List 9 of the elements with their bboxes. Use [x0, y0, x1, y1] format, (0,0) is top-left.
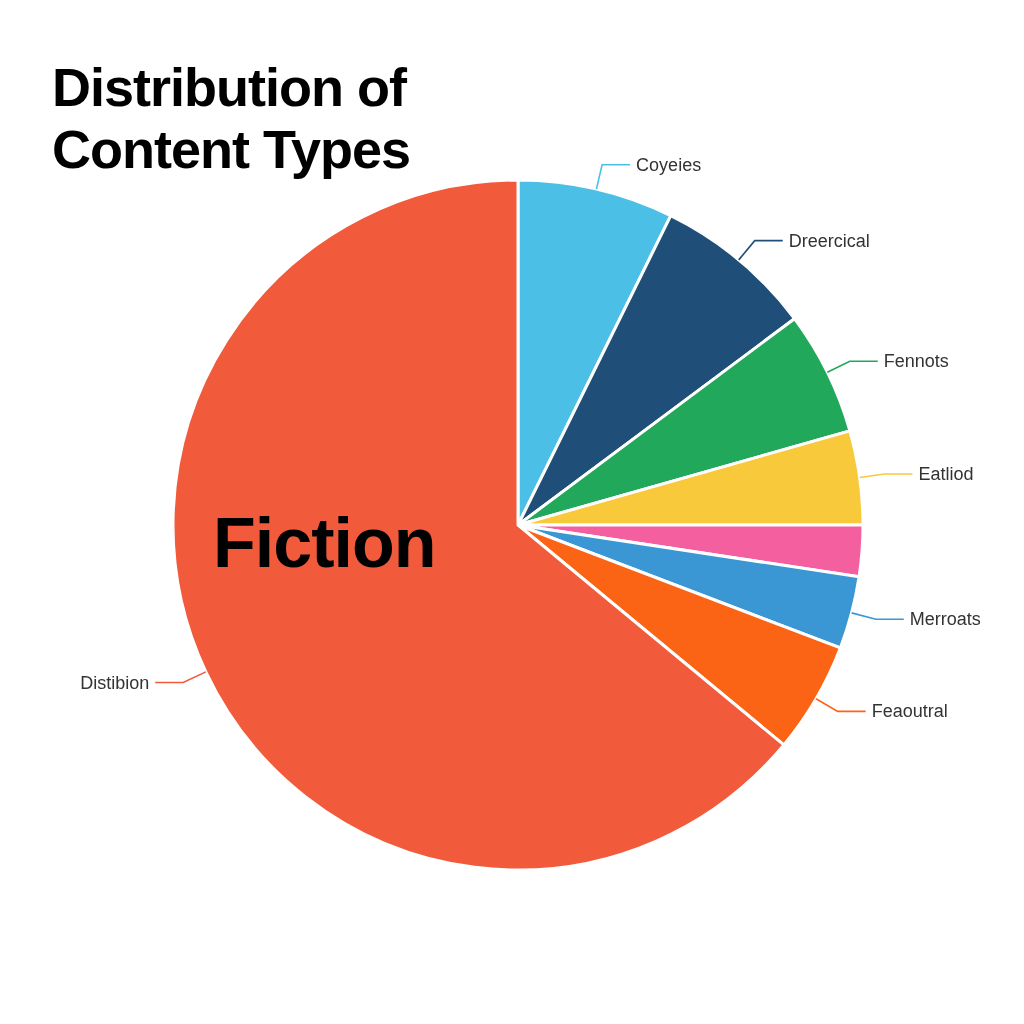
- slice-label: Eatliod: [918, 464, 974, 485]
- chart-title: Distribution of Content Types: [52, 56, 411, 180]
- slice-label: Coyeies: [636, 154, 702, 175]
- slice-label: Distibion: [80, 672, 150, 693]
- slice-label: Fennots: [883, 351, 949, 372]
- slice-label: Dreercical: [788, 230, 870, 251]
- slice-label: Feaoutral: [871, 701, 948, 722]
- slice-label: Merroats: [909, 609, 981, 630]
- text: Fiction: [213, 503, 436, 583]
